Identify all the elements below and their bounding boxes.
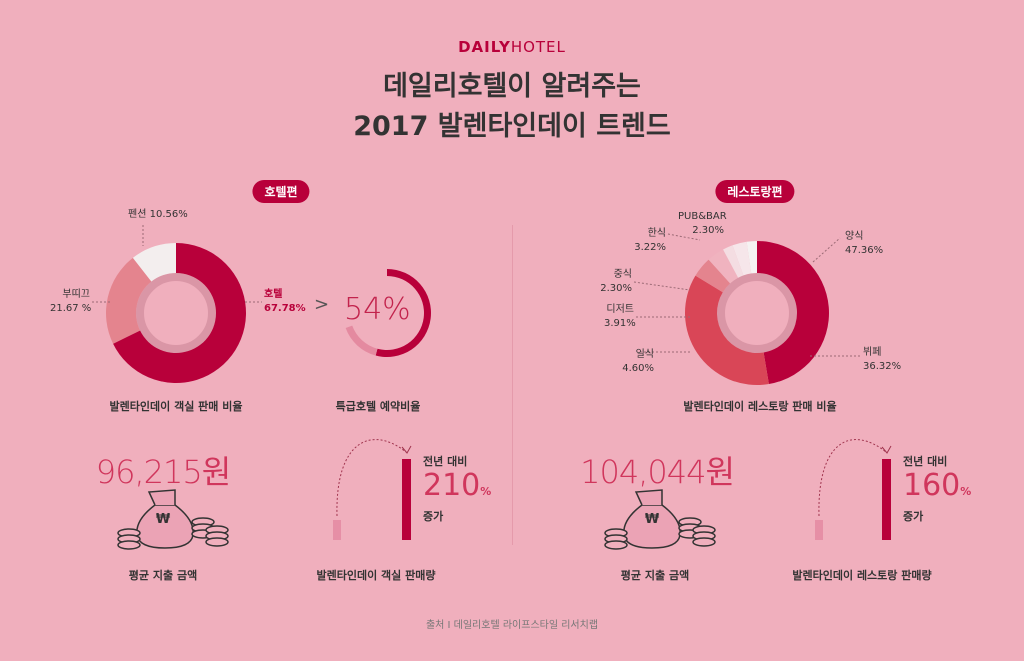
hotel-donut-caption: 발렌타인데이 객실 판매 비율 <box>109 400 243 413</box>
restaurant-growth-text: 전년 대비 160% 증가 <box>903 454 971 524</box>
label-western: 양식 47.36% <box>845 231 884 256</box>
label-boutique: 부띠끄 21.67 % <box>50 289 92 314</box>
restaurant-spend-caption: 평균 지출 금액 <box>620 569 690 582</box>
premium-arc-rest <box>345 325 378 356</box>
leader-line-7 <box>633 281 691 291</box>
won-sign-2: ₩ <box>644 512 660 527</box>
restaurant-donut-caption: 발렌타인데이 레스토랑 판매 비율 <box>683 400 837 413</box>
restaurant-spend-amount: 104,044원 <box>580 453 735 491</box>
restaurant-growth-prefix: 전년 대비 <box>903 455 948 468</box>
restaurant-coin-2-2 <box>692 537 716 547</box>
logo-bold: DAILY <box>458 38 511 56</box>
hotel-growth-suffix: 증가 <box>423 510 444 523</box>
label-korean: 한식 3.22% <box>634 228 666 253</box>
restaurant-donut-slice-3 <box>708 249 739 284</box>
logo-light: HOTEL <box>510 38 566 56</box>
premium-percent: 54% <box>344 292 411 327</box>
hotel-donut-slice-1 <box>105 257 152 344</box>
greater-than-sign: > <box>314 294 330 315</box>
restaurant-curr-bar <box>882 459 891 540</box>
restaurant-money-bag-top <box>634 489 663 506</box>
restaurant-donut-inner-ring <box>717 273 797 353</box>
restaurant-donut-slice-1 <box>685 275 769 385</box>
hotel-growth-percent: 210% <box>423 468 492 503</box>
hotel-money-bag-top <box>147 489 176 506</box>
premium-caption: 특급호텔 예약비율 <box>335 400 421 413</box>
restaurant-donut-slice-2 <box>695 259 731 293</box>
label-pension: 펜션 10.56% <box>128 209 188 220</box>
label-buffet: 뷔페 36.32% <box>863 347 902 372</box>
label-japanese: 일식 4.60% <box>622 349 654 374</box>
restaurant-arrow-head-icon <box>881 445 892 454</box>
hotel-growth-caption: 발렌타인데이 객실 판매량 <box>316 569 436 582</box>
hotel-donut-inner-ring <box>136 273 216 353</box>
hotel-donut-slice-0 <box>113 243 246 384</box>
premium-arc-value <box>375 269 432 357</box>
hotel-spend-caption: 평균 지출 금액 <box>128 569 198 582</box>
hotel-growth-prefix: 전년 대비 <box>423 455 468 468</box>
hotel-coin-2-2 <box>205 537 229 547</box>
hotel-curr-bar <box>402 459 411 540</box>
restaurant-money-bag-icon <box>623 504 681 549</box>
restaurant-growth-caption: 발렌타인데이 레스토랑 판매량 <box>792 569 932 582</box>
dailyhotel-logo: DAILYHOTEL <box>0 38 1024 56</box>
hotel-growth-text: 전년 대비 210% 증가 <box>423 454 491 524</box>
label-dessert: 디저트 3.91% <box>604 304 636 329</box>
page-title-line2: 2017 발렌타인데이 트렌드 <box>353 111 671 142</box>
restaurant-prev-bar <box>815 520 823 540</box>
restaurant-growth-percent: 160% <box>903 468 972 503</box>
hotel-spend-amount: 96,215원 <box>95 453 231 491</box>
hotel-arrow-head-icon <box>401 445 412 454</box>
hotel-growth-arrow <box>336 439 407 517</box>
source-footer: 출처 I 데일리호텔 라이프스타일 리서치랩 <box>425 620 599 631</box>
hotel-coin-0-2 <box>117 540 141 550</box>
hotel-section-pill: 호텔편 <box>252 180 310 203</box>
leader-line-8 <box>667 233 701 241</box>
restaurant-coin-0-2 <box>604 540 628 550</box>
restaurant-donut-slice-5 <box>732 241 752 276</box>
restaurant-donut-slice-4 <box>723 245 744 278</box>
hotel-prev-bar <box>333 520 341 540</box>
label-pubbar: PUB&BAR 2.30% <box>678 211 727 236</box>
section-divider <box>512 225 513 545</box>
label-hotel: 호텔 67.78% <box>264 289 306 314</box>
restaurant-section-pill: 레스토랑편 <box>715 180 795 203</box>
restaurant-donut-slice-0 <box>757 241 829 385</box>
label-chinese: 중식 2.30% <box>600 269 632 294</box>
page-title-line1: 데일리호텔이 알려주는 <box>383 71 641 102</box>
restaurant-growth-arrow <box>818 439 887 517</box>
leader-line-3 <box>812 237 841 263</box>
won-sign: ₩ <box>155 512 171 527</box>
restaurant-growth-suffix: 증가 <box>903 510 924 523</box>
hotel-donut-slice-2 <box>132 243 176 282</box>
restaurant-donut-slice-6 <box>746 241 757 274</box>
hotel-money-bag-icon <box>136 504 194 549</box>
